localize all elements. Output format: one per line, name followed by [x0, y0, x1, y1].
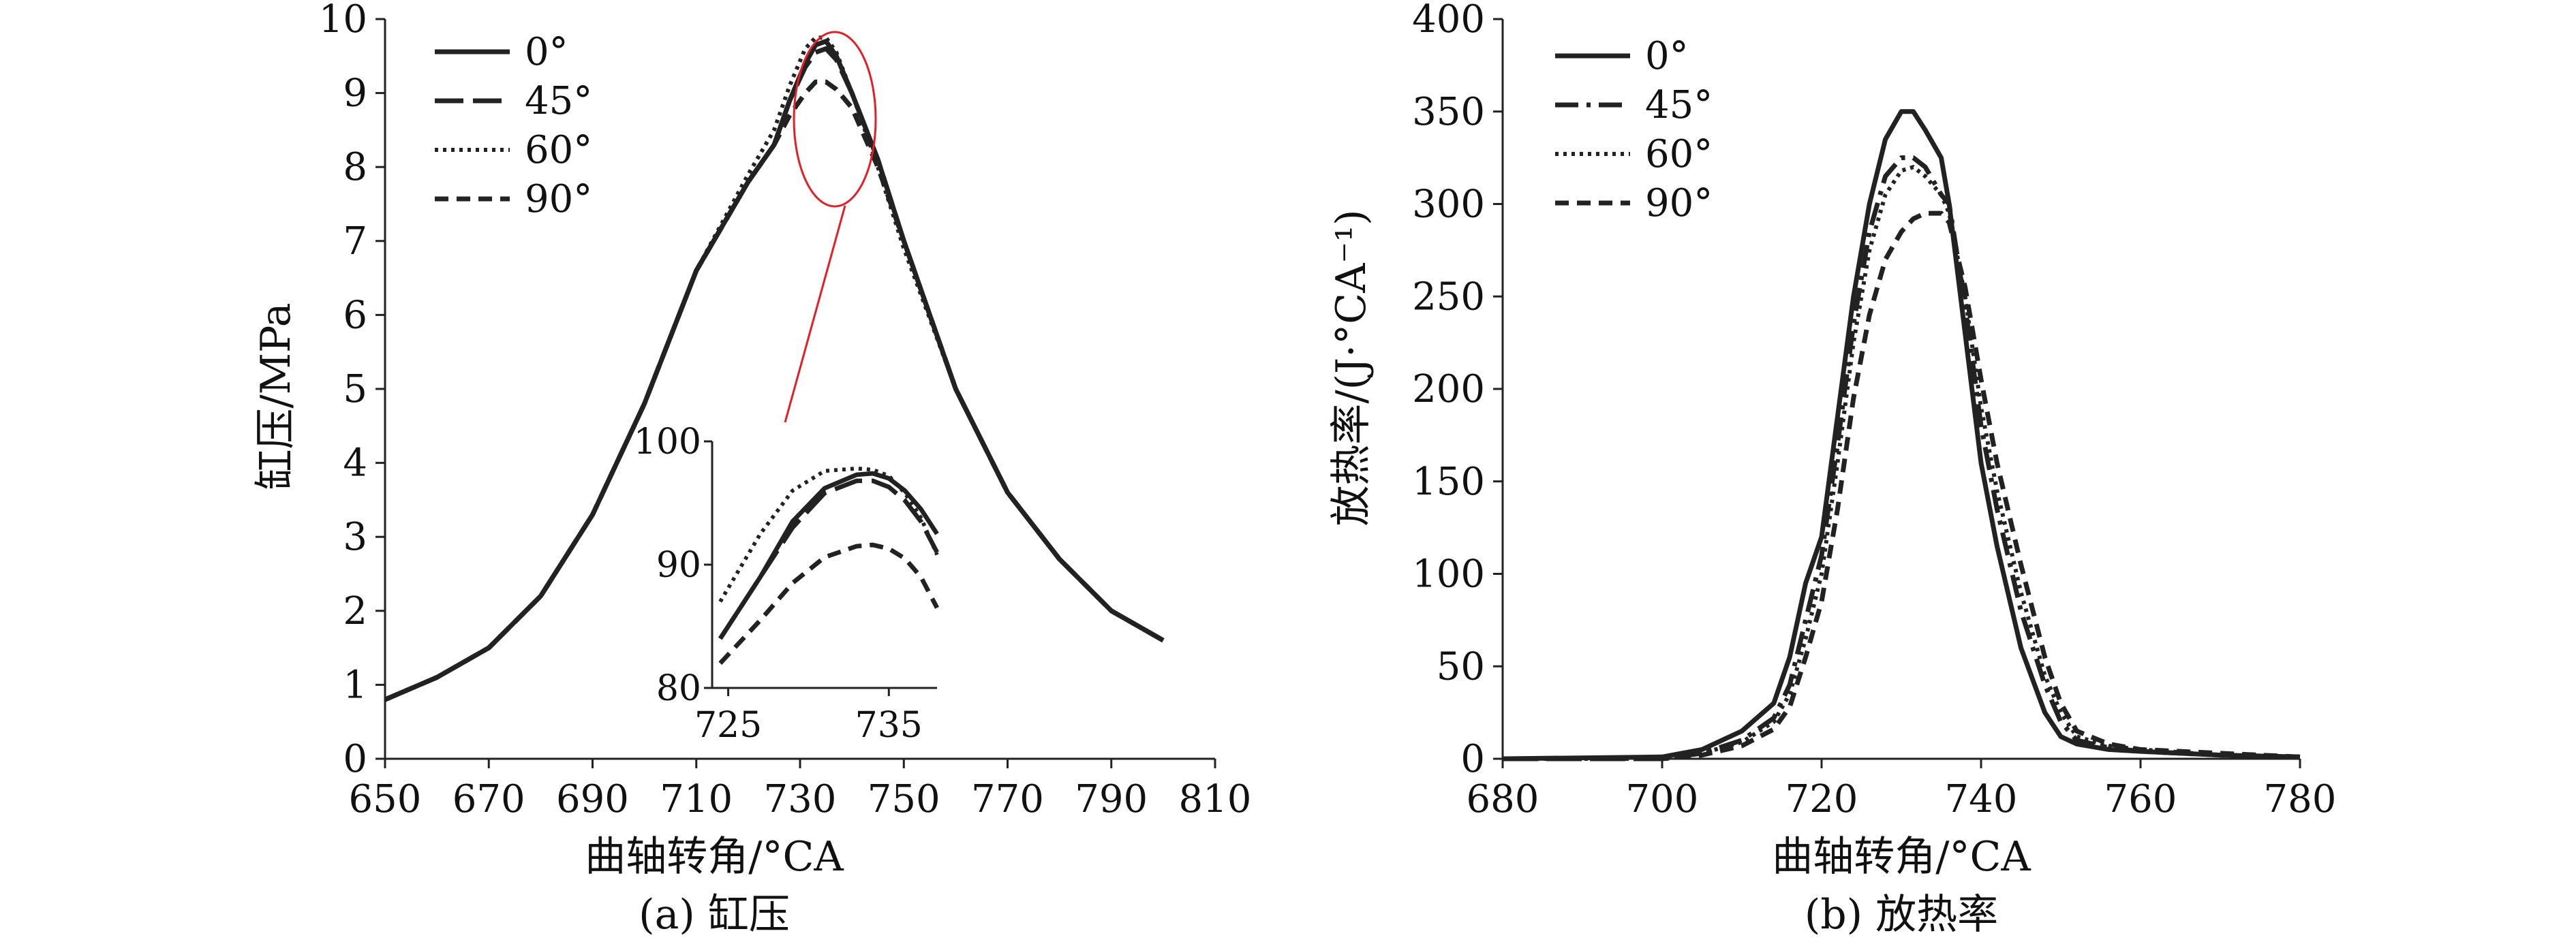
y-tick-label: 50: [1437, 644, 1485, 689]
inset-series-0-line: [718, 471, 939, 640]
y-tick-label: 150: [1412, 460, 1485, 504]
inset-y-tick-label: 80: [656, 668, 701, 709]
y-tick-label: 4: [343, 441, 367, 486]
chart-a-caption: (a) 缸压: [639, 891, 790, 939]
series-1-0-line: [1502, 109, 2301, 762]
chart-a-xlabel: 曲轴转角/°CA: [585, 833, 844, 881]
y-tick-label: 0: [1460, 737, 1485, 781]
y-tick-label: 6: [343, 293, 367, 337]
x-tick-label: 780: [2264, 777, 2337, 821]
x-tick-label: 680: [1467, 777, 1539, 821]
x-tick-label: 690: [556, 777, 629, 821]
series-1-1-line: [1503, 155, 2301, 762]
chart-b-ticks: 680 700 720 740 760 780 0 50 100 150 200 250 300 350 4…: [1412, 0, 2336, 821]
x-tick-label: 770: [971, 777, 1044, 821]
legend-label-2: 60°: [1645, 132, 1713, 176]
y-tick-label: 9: [343, 72, 367, 116]
chart-a-ylabel: 缸压/MPa: [252, 302, 300, 490]
legend-label-1: 45°: [1645, 83, 1713, 127]
x-tick-label: 810: [1179, 777, 1252, 821]
inset-series-1-line: [718, 478, 939, 640]
legend-label-0: 0°: [525, 30, 568, 74]
chart-heat-release-rate: 680 700 720 740 760 780 0 50 100 150 200 250 300 350 4…: [1328, 0, 2336, 939]
inset-y-tick-label: 90: [656, 545, 701, 586]
chart-a-ticks: 650 670 690 710 730 750 770 790 810 0 1 2 3 4 5 6 7 8 9 10: [319, 0, 1252, 821]
chart-b-xlabel: 曲轴转角/°CA: [1772, 833, 2031, 881]
series-1-3-line: [1503, 210, 2301, 762]
y-tick-label: 250: [1412, 274, 1485, 319]
series-1-2-line: [1503, 165, 2301, 761]
inset-background: [709, 428, 947, 691]
x-tick-label: 720: [1785, 777, 1858, 821]
x-tick-label: 750: [868, 777, 940, 821]
inset-series-3-line: [718, 542, 939, 665]
y-tick-label: 350: [1412, 90, 1485, 134]
y-tick-label: 1: [343, 663, 367, 707]
series-0-2-line: [384, 35, 1165, 702]
legend-label-3: 90°: [1645, 181, 1713, 225]
chart-a-inset: 725 735 80 90 100: [634, 422, 947, 746]
inset-x-tick-label: 725: [694, 705, 762, 746]
y-tick-label: 8: [343, 145, 367, 189]
chart-a-legend: 0° 45° 60° 90°: [435, 30, 592, 221]
legend-label-3: 90°: [525, 177, 592, 221]
x-tick-label: 730: [764, 777, 837, 821]
y-tick-label: 5: [343, 367, 367, 411]
x-tick-label: 670: [453, 777, 525, 821]
legend-label-2: 60°: [525, 128, 592, 172]
x-tick-label: 700: [1626, 777, 1699, 821]
y-tick-label: 200: [1412, 367, 1485, 411]
legend-label-1: 45°: [525, 79, 592, 123]
y-tick-label: 7: [343, 219, 367, 264]
x-tick-label: 710: [660, 777, 733, 821]
y-tick-label: 10: [319, 0, 367, 42]
y-tick-label: 100: [1412, 552, 1485, 597]
chart-b-axes: [1501, 19, 2300, 760]
y-tick-label: 2: [343, 589, 367, 633]
inset-x-tick-label: 735: [855, 705, 923, 746]
chart-b-legend: 0° 45° 60° 90°: [1555, 34, 1713, 225]
chart-a-leader-line: [784, 205, 846, 423]
y-tick-label: 0: [343, 737, 367, 781]
x-tick-label: 740: [1945, 777, 2018, 821]
chart-b-caption: (b) 放热率: [1805, 891, 1998, 939]
y-tick-label: 300: [1412, 183, 1485, 227]
chart-b-series: [1502, 109, 2301, 762]
x-tick-label: 790: [1075, 777, 1148, 821]
legend-label-0: 0°: [1645, 34, 1689, 78]
x-tick-label: 760: [2104, 777, 2177, 821]
y-tick-label: 400: [1412, 0, 1485, 42]
series-0-3-line: [384, 79, 1165, 702]
y-tick-label: 3: [343, 515, 367, 559]
inset-y-tick-label: 100: [634, 422, 701, 462]
chart-a-series: [384, 35, 1165, 702]
x-tick-label: 650: [349, 777, 422, 821]
chart-a-highlight-ellipse: [793, 31, 877, 208]
chart-cylinder-pressure: 650 670 690 710 730 750 770 790 810012345678910 …: [252, 0, 1251, 939]
chart-b-ylabel: 放热率/(J·°CA⁻¹): [1328, 209, 1375, 526]
